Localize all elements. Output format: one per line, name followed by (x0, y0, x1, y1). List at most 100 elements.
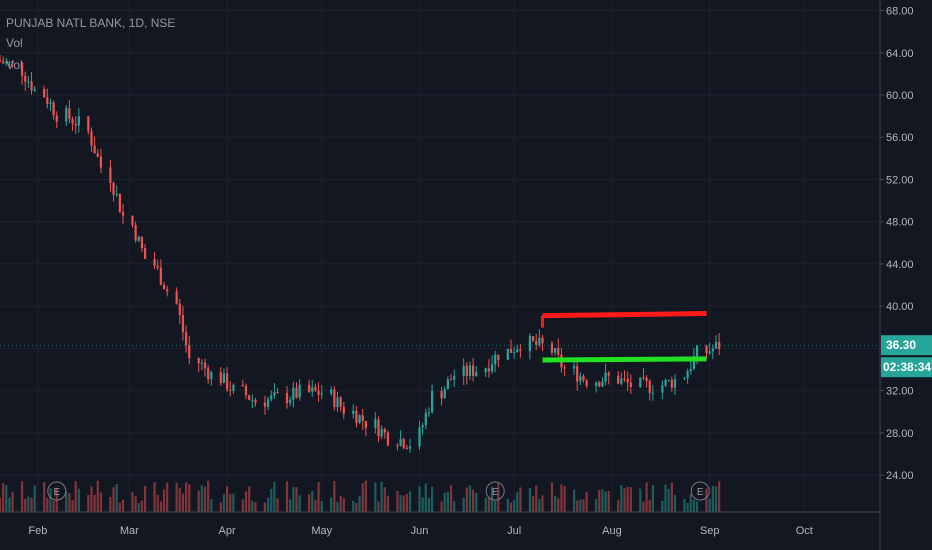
volume-bar (251, 500, 254, 512)
volume-bar (582, 499, 585, 512)
candle-body (30, 81, 33, 91)
volume-bar (673, 495, 677, 512)
volume-bar (402, 495, 405, 512)
volume-bar (131, 492, 134, 512)
candle-body (673, 379, 677, 388)
candle-body (490, 364, 494, 372)
candle-body (431, 391, 434, 413)
candle-body (509, 348, 513, 353)
volume-bar (153, 482, 156, 512)
candle-body (440, 391, 443, 399)
candle-body (623, 378, 626, 380)
candle-body (96, 153, 99, 157)
volume-legend-secondary[interactable]: Vol (6, 58, 23, 72)
volume-bar (475, 492, 478, 512)
candle-body (648, 381, 651, 393)
volume-bar (560, 484, 563, 512)
volume-bar (308, 494, 311, 512)
volume-bar (159, 501, 162, 512)
volume-legend[interactable]: Vol (6, 36, 23, 50)
candle-body (497, 354, 500, 360)
candle-body (705, 345, 708, 354)
volume-bar (440, 501, 443, 512)
volume-bar (20, 481, 24, 512)
candle-body (405, 447, 408, 449)
candle-body (232, 385, 235, 391)
volume-bar (188, 484, 191, 512)
candle-body (418, 427, 421, 447)
symbol-legend[interactable]: PUNJAB NATL BANK, 1D, NSE (6, 16, 176, 30)
candle-body (112, 183, 115, 195)
volume-bar (292, 487, 295, 512)
candle-body (718, 341, 721, 349)
candle-body (254, 399, 257, 403)
candle-body (263, 402, 267, 407)
candle-body (626, 378, 629, 383)
candle-body (598, 382, 601, 387)
volume-bar (462, 497, 465, 512)
volume-bar (620, 485, 623, 512)
candle-body (642, 377, 645, 379)
volume-bar (298, 495, 301, 512)
candle-body (472, 365, 475, 377)
candle-body (383, 428, 386, 433)
volume-bar (109, 497, 112, 512)
volume-bar (8, 497, 11, 512)
candle-body (617, 375, 620, 384)
candle-body (421, 424, 424, 428)
last-price-badge-label: 36.30 (886, 338, 916, 352)
candle-body (364, 420, 367, 428)
candle-body (550, 343, 554, 353)
time-tick-label: May (311, 525, 332, 537)
candle-body (595, 382, 598, 386)
volume-bar (383, 487, 386, 512)
candle-body (273, 392, 276, 396)
candle-body (77, 116, 80, 126)
price-axis[interactable]: 68.00 64.00 60.00 56.00 52.00 48.00 44.00 40.00… (880, 6, 914, 482)
time-tick-label: Apr (219, 525, 236, 537)
candle-body (131, 215, 134, 225)
candle-body (266, 399, 270, 407)
volume-bar (667, 489, 670, 512)
candle-body (162, 284, 166, 290)
price-tick-label: 68.00 (886, 6, 914, 18)
volume-bar (266, 497, 270, 512)
candle-body (140, 236, 144, 249)
volume-bar (52, 500, 55, 512)
volume-bar (572, 489, 576, 512)
price-tick-label: 64.00 (886, 48, 914, 60)
time-axis[interactable]: Feb Mar Apr May Jun Jul Aug Sep Oct (28, 525, 812, 537)
candle-body (554, 347, 557, 353)
volume-bar (519, 487, 522, 512)
volume-bar (509, 502, 513, 512)
volume-bar (289, 499, 292, 512)
volume-bar (554, 495, 557, 512)
candle-body (24, 75, 27, 82)
earnings-marker (690, 481, 710, 501)
candle-body (342, 406, 345, 414)
volume-bar (443, 492, 446, 512)
candle-body (516, 349, 519, 352)
price-tick-label: 48.00 (886, 217, 914, 229)
candle-body (572, 365, 576, 369)
volume-bar (333, 481, 336, 512)
chart-grid (0, 0, 880, 512)
candle-body (446, 379, 449, 390)
candle-body (475, 372, 478, 377)
price-tick-label: 40.00 (886, 301, 914, 313)
volume-bar (0, 497, 2, 512)
volume-bar (342, 498, 345, 512)
volume-bar (162, 489, 166, 512)
volume-bar (2, 483, 5, 512)
candle-body (582, 376, 585, 381)
candle-body (298, 384, 301, 398)
trend-lines[interactable] (541, 311, 707, 363)
price-tick-label: 56.00 (886, 132, 914, 144)
volume-bar (175, 482, 178, 512)
candle-body (330, 389, 333, 394)
volume-bar (143, 485, 147, 512)
volume-bar (90, 486, 93, 512)
volume-bar (651, 484, 655, 512)
